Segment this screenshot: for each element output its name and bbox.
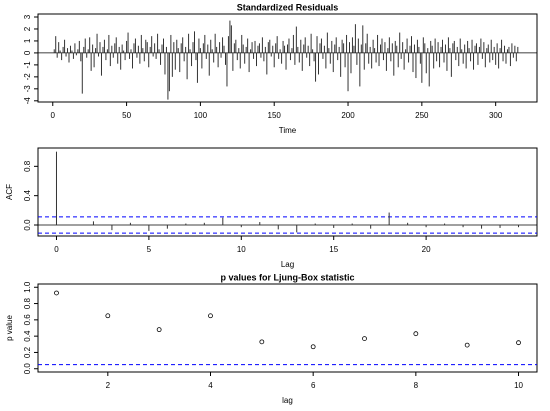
point — [259, 339, 265, 345]
y-tick-label: 0.2 — [23, 346, 32, 358]
plot-box — [37, 147, 538, 237]
x-axis-label: Lag — [281, 260, 294, 269]
y-tick-label: 1.0 — [23, 281, 32, 293]
y-tick-label: -4 — [23, 97, 32, 105]
point — [156, 327, 162, 333]
point — [362, 336, 367, 341]
y-tick-label: -3 — [23, 85, 32, 93]
x-tick-label: 10 — [514, 381, 523, 390]
x-tick-label: 2 — [106, 381, 111, 390]
x-tick-label: 250 — [415, 111, 429, 120]
y-tick-label: 0 — [23, 50, 32, 55]
y-axis-label: ACF — [5, 184, 14, 200]
y-tick-label: 0.4 — [23, 190, 32, 202]
chart-title: Standardized Residuals — [237, 2, 339, 12]
x-tick-label: 0 — [51, 111, 56, 120]
x-tick-label: 8 — [414, 381, 419, 390]
point — [310, 344, 316, 350]
x-axis-label: Time — [279, 126, 297, 135]
x-tick-label: 50 — [122, 111, 131, 120]
x-tick-label: 300 — [489, 111, 503, 120]
y-tick-label: -1 — [23, 61, 32, 69]
point — [516, 340, 521, 346]
x-tick-label: 0 — [54, 245, 59, 254]
y-tick-label: 0.0 — [23, 363, 32, 375]
y-tick-label: 2 — [23, 26, 32, 31]
y-tick-label: 0.8 — [23, 160, 32, 172]
point — [105, 313, 111, 319]
plot-box — [37, 13, 538, 103]
point — [208, 313, 213, 319]
x-tick-label: 20 — [422, 245, 431, 254]
y-tick-label: 3 — [23, 14, 32, 19]
y-axis-label: p value — [5, 315, 14, 341]
y-tick-label: 1 — [23, 38, 32, 43]
x-tick-label: 150 — [268, 111, 282, 120]
x-tick-label: 4 — [208, 381, 213, 390]
plot-box — [37, 283, 538, 373]
x-tick-label: 100 — [194, 111, 208, 120]
y-tick-label: -2 — [23, 73, 32, 81]
x-tick-label: 200 — [341, 111, 355, 120]
x-axis-label: lag — [282, 396, 293, 405]
chart-title: p values for Ljung-Box statistic — [220, 272, 354, 282]
y-tick-label: 0.6 — [23, 314, 32, 326]
y-tick-label: 0.4 — [23, 330, 32, 342]
x-tick-label: 10 — [237, 245, 246, 254]
x-tick-label: 15 — [329, 245, 338, 254]
x-tick-label: 5 — [147, 245, 152, 254]
point — [464, 342, 470, 348]
point — [413, 331, 419, 337]
point — [54, 290, 59, 296]
y-tick-label: 0.8 — [23, 297, 32, 309]
y-tick-label: 0.0 — [23, 219, 32, 231]
x-tick-label: 6 — [311, 381, 316, 390]
